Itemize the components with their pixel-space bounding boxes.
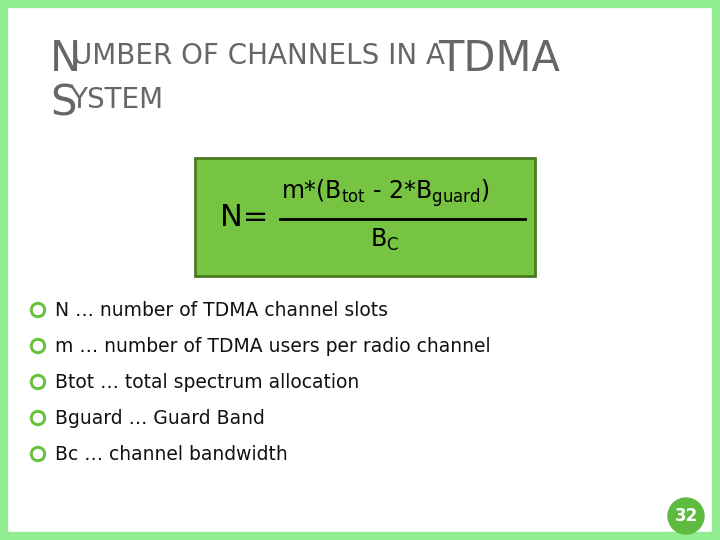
Circle shape xyxy=(30,410,45,426)
Text: m*(B$_{\rm tot}$ - 2*B$_{\rm guard}$): m*(B$_{\rm tot}$ - 2*B$_{\rm guard}$) xyxy=(281,177,490,209)
Circle shape xyxy=(34,449,42,458)
FancyBboxPatch shape xyxy=(4,4,716,536)
Text: N=: N= xyxy=(220,202,269,232)
Text: N: N xyxy=(50,38,81,80)
Text: Bc … channel bandwidth: Bc … channel bandwidth xyxy=(55,444,288,463)
Text: UMBER OF CHANNELS IN A: UMBER OF CHANNELS IN A xyxy=(72,42,445,70)
Circle shape xyxy=(30,447,45,462)
Text: m … number of TDMA users per radio channel: m … number of TDMA users per radio chann… xyxy=(55,336,490,355)
Text: Bguard … Guard Band: Bguard … Guard Band xyxy=(55,408,265,428)
Text: YSTEM: YSTEM xyxy=(70,86,163,114)
Text: TDMA: TDMA xyxy=(438,38,560,80)
Circle shape xyxy=(34,306,42,314)
FancyBboxPatch shape xyxy=(195,158,535,276)
Circle shape xyxy=(30,302,45,318)
Circle shape xyxy=(34,414,42,422)
Circle shape xyxy=(30,375,45,389)
Text: 32: 32 xyxy=(675,507,698,525)
Circle shape xyxy=(34,377,42,387)
Text: S: S xyxy=(50,82,76,124)
Circle shape xyxy=(30,339,45,354)
Circle shape xyxy=(668,498,704,534)
Text: B$_{\rm C}$: B$_{\rm C}$ xyxy=(371,227,400,253)
Text: N … number of TDMA channel slots: N … number of TDMA channel slots xyxy=(55,300,388,320)
Text: Btot … total spectrum allocation: Btot … total spectrum allocation xyxy=(55,373,359,392)
Circle shape xyxy=(34,341,42,350)
